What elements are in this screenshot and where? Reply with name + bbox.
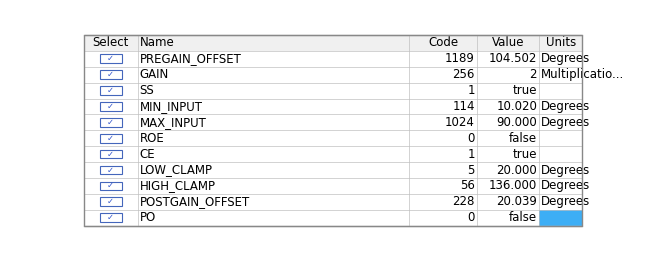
Bar bbox=[84, 210, 582, 226]
Text: 228: 228 bbox=[452, 195, 474, 208]
Text: LOW_CLAMP: LOW_CLAMP bbox=[140, 164, 213, 176]
Text: false: false bbox=[509, 211, 537, 224]
Bar bbox=[99, 197, 122, 206]
Bar bbox=[99, 213, 122, 222]
Bar bbox=[84, 178, 582, 194]
Text: ✓: ✓ bbox=[107, 54, 114, 63]
Text: 114: 114 bbox=[452, 100, 474, 113]
Bar bbox=[84, 130, 582, 146]
Text: ✓: ✓ bbox=[107, 197, 114, 206]
Text: 20.000: 20.000 bbox=[497, 164, 537, 176]
Bar bbox=[99, 118, 122, 127]
Bar bbox=[84, 114, 582, 130]
Text: PREGAIN_OFFSET: PREGAIN_OFFSET bbox=[140, 52, 242, 65]
Text: 1024: 1024 bbox=[445, 116, 474, 129]
Text: PO: PO bbox=[140, 211, 156, 224]
Text: ✓: ✓ bbox=[107, 150, 114, 159]
Text: Name: Name bbox=[140, 36, 174, 49]
Text: Degrees: Degrees bbox=[541, 179, 590, 192]
Text: GAIN: GAIN bbox=[140, 68, 169, 81]
Text: MIN_INPUT: MIN_INPUT bbox=[140, 100, 203, 113]
Text: ✓: ✓ bbox=[107, 118, 114, 127]
Text: 104.502: 104.502 bbox=[489, 52, 537, 65]
Text: ✓: ✓ bbox=[107, 86, 114, 95]
Text: ✓: ✓ bbox=[107, 213, 114, 222]
Text: ✓: ✓ bbox=[107, 70, 114, 79]
Text: Units: Units bbox=[545, 36, 576, 49]
Text: MAX_INPUT: MAX_INPUT bbox=[140, 116, 207, 129]
Text: false: false bbox=[509, 132, 537, 145]
Text: Code: Code bbox=[428, 36, 458, 49]
Bar bbox=[99, 134, 122, 143]
Text: Degrees: Degrees bbox=[541, 100, 590, 113]
Bar bbox=[84, 51, 582, 67]
Text: 1: 1 bbox=[467, 148, 474, 161]
Text: true: true bbox=[513, 148, 537, 161]
Bar bbox=[84, 35, 582, 51]
Text: ✓: ✓ bbox=[107, 181, 114, 190]
Text: Degrees: Degrees bbox=[541, 116, 590, 129]
Bar bbox=[99, 70, 122, 79]
Bar bbox=[99, 150, 122, 158]
Text: Value: Value bbox=[491, 36, 524, 49]
Text: 20.039: 20.039 bbox=[496, 195, 537, 208]
Text: ✓: ✓ bbox=[107, 102, 114, 111]
Text: Degrees: Degrees bbox=[541, 164, 590, 176]
Text: 10.020: 10.020 bbox=[496, 100, 537, 113]
Text: SS: SS bbox=[140, 84, 155, 97]
Bar bbox=[84, 83, 582, 99]
Text: Multiplicatio...: Multiplicatio... bbox=[541, 68, 625, 81]
Text: 256: 256 bbox=[452, 68, 474, 81]
Text: 0: 0 bbox=[467, 211, 474, 224]
Bar bbox=[539, 210, 582, 226]
Bar bbox=[99, 54, 122, 63]
Bar bbox=[84, 146, 582, 162]
Text: ✓: ✓ bbox=[107, 166, 114, 174]
Text: 90.000: 90.000 bbox=[497, 116, 537, 129]
Text: Degrees: Degrees bbox=[541, 52, 590, 65]
Bar bbox=[99, 102, 122, 111]
Text: 136.000: 136.000 bbox=[489, 179, 537, 192]
Bar bbox=[84, 67, 582, 83]
Text: 5: 5 bbox=[467, 164, 474, 176]
Text: ✓: ✓ bbox=[107, 134, 114, 143]
Bar bbox=[99, 166, 122, 174]
Bar bbox=[84, 162, 582, 178]
Text: CE: CE bbox=[140, 148, 155, 161]
Text: 1189: 1189 bbox=[445, 52, 474, 65]
Text: true: true bbox=[513, 84, 537, 97]
Text: Select: Select bbox=[92, 36, 129, 49]
Bar bbox=[99, 182, 122, 190]
Text: HIGH_CLAMP: HIGH_CLAMP bbox=[140, 179, 216, 192]
Text: ROE: ROE bbox=[140, 132, 164, 145]
Text: POSTGAIN_OFFSET: POSTGAIN_OFFSET bbox=[140, 195, 250, 208]
Bar bbox=[99, 86, 122, 95]
Text: 2: 2 bbox=[530, 68, 537, 81]
Bar bbox=[84, 194, 582, 210]
Text: 1: 1 bbox=[467, 84, 474, 97]
Text: Degrees: Degrees bbox=[541, 195, 590, 208]
Bar bbox=[84, 99, 582, 114]
Text: 0: 0 bbox=[467, 132, 474, 145]
Text: 56: 56 bbox=[460, 179, 474, 192]
